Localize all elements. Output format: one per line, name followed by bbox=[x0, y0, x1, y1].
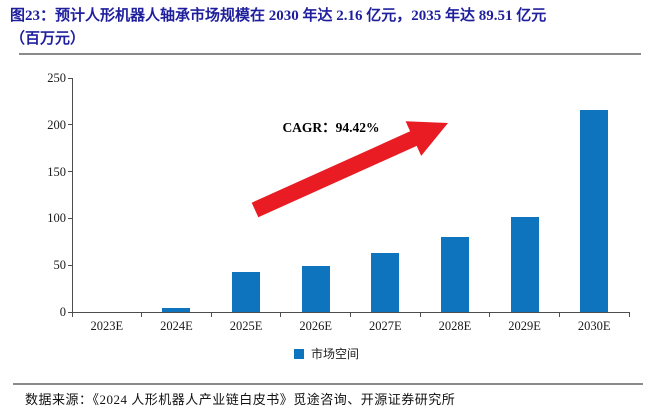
y-axis-tick-mark bbox=[68, 264, 72, 266]
y-axis-tick-mark bbox=[68, 77, 72, 79]
x-axis-line bbox=[72, 312, 630, 313]
figure-title: 图23：预计人形机器人轴承市场规模在 2030 年达 2.16 亿元，2035 … bbox=[10, 5, 652, 51]
cagr-annotation: CAGR：94.42% bbox=[282, 120, 380, 135]
chart-legend: 市场空间 bbox=[294, 345, 359, 362]
bar-2024E bbox=[162, 308, 191, 312]
legend-label: 市场空间 bbox=[311, 347, 360, 361]
x-axis-label-2026E: 2026E bbox=[299, 319, 332, 333]
y-axis-tick-label: 0 bbox=[59, 305, 66, 319]
y-axis-tick-mark bbox=[68, 311, 72, 313]
bar-2027E bbox=[371, 253, 400, 312]
y-axis-tick-label: 200 bbox=[47, 117, 66, 132]
x-axis-label-2024E: 2024E bbox=[160, 319, 193, 333]
x-axis-tick-mark bbox=[558, 312, 560, 317]
x-axis-label-2027E: 2027E bbox=[368, 319, 402, 333]
bar-2028E bbox=[440, 237, 469, 312]
y-axis-tick-label: 250 bbox=[47, 71, 66, 85]
figure-title-line2: （百万元） bbox=[10, 31, 86, 47]
y-axis-tick-mark bbox=[68, 217, 72, 219]
x-axis-label-2025E: 2025E bbox=[229, 319, 263, 333]
x-axis-tick-mark bbox=[141, 312, 143, 317]
x-axis-tick-mark bbox=[489, 312, 491, 317]
x-axis-tick-mark bbox=[350, 312, 351, 317]
legend-swatch-icon bbox=[294, 348, 304, 359]
y-axis-line bbox=[72, 78, 73, 313]
title-divider-line bbox=[19, 53, 641, 55]
bar-2026E bbox=[301, 266, 330, 312]
x-axis-tick-mark bbox=[71, 312, 73, 317]
y-axis-tick-label: 150 bbox=[47, 164, 66, 179]
figure-title-line1: 图23：预计人形机器人轴承市场规模在 2030 年达 2.16 亿元，2035 … bbox=[10, 8, 547, 24]
x-axis-label-2030E: 2030E bbox=[577, 319, 611, 333]
bar-2025E bbox=[232, 272, 261, 312]
y-axis-tick-label: 100 bbox=[47, 211, 66, 226]
x-axis-tick-mark bbox=[628, 312, 630, 317]
footer-divider-line bbox=[13, 383, 643, 385]
x-axis-tick-mark bbox=[210, 312, 212, 317]
y-axis-tick-mark bbox=[68, 171, 72, 173]
x-axis-label-2029E: 2029E bbox=[508, 319, 541, 333]
data-source-note: 数据来源：《2024 人形机器人产业链白皮书》觅途咨询、开源证券研究所 bbox=[25, 392, 456, 407]
y-axis-tick-mark bbox=[68, 124, 72, 126]
x-axis-label-2023E: 2023E bbox=[90, 319, 124, 333]
bar-2030E bbox=[580, 110, 609, 312]
x-axis-tick-mark bbox=[419, 312, 421, 317]
x-axis-label-2028E: 2028E bbox=[438, 319, 472, 333]
bar-2029E bbox=[510, 217, 539, 312]
x-axis-tick-mark bbox=[280, 312, 282, 317]
y-axis-tick-label: 50 bbox=[53, 258, 67, 273]
